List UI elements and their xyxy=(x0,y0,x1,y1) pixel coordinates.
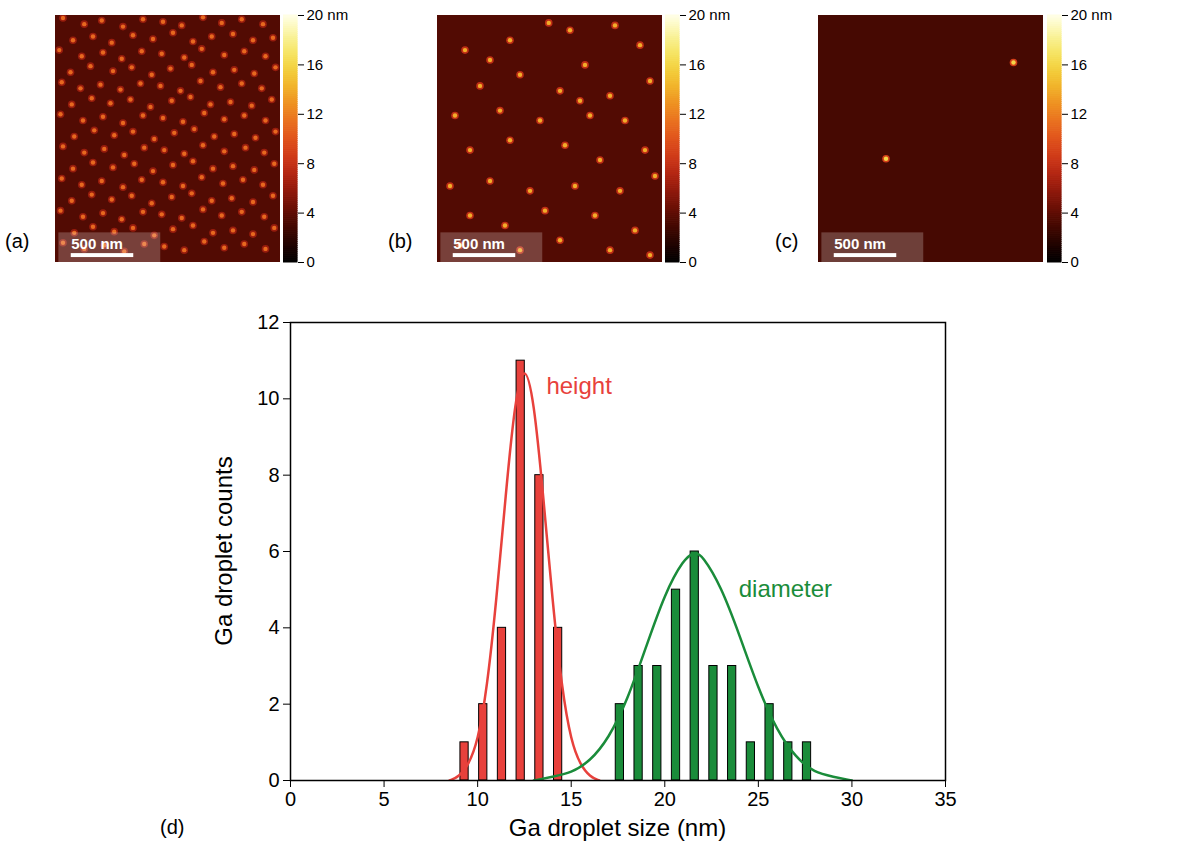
html-text:(d): (d) xyxy=(160,816,185,838)
svg-text:8: 8 xyxy=(1071,155,1079,172)
svg-text:500 nm: 500 nm xyxy=(453,235,505,252)
html-text:Ga droplet size (nm): Ga droplet size (nm) xyxy=(508,814,727,841)
html-text:Ga droplet counts: Ga droplet counts xyxy=(210,456,237,646)
html-text:(a): (a) xyxy=(5,230,30,252)
svg-text:20: 20 xyxy=(654,788,676,810)
svg-text:16: 16 xyxy=(1071,56,1088,73)
svg-text:height: height xyxy=(546,372,612,399)
svg-text:16: 16 xyxy=(689,56,706,73)
svg-text:4: 4 xyxy=(268,616,279,638)
svg-text:0: 0 xyxy=(307,253,315,270)
svg-text:10: 10 xyxy=(467,788,489,810)
svg-text:4: 4 xyxy=(689,204,697,221)
svg-text:16: 16 xyxy=(307,56,324,73)
svg-text:20 nm: 20 nm xyxy=(689,7,731,23)
svg-text:15: 15 xyxy=(560,788,582,810)
svg-text:25: 25 xyxy=(747,788,769,810)
svg-text:12: 12 xyxy=(689,105,706,122)
svg-text:diameter: diameter xyxy=(739,575,832,602)
svg-text:8: 8 xyxy=(689,155,697,172)
svg-text:0: 0 xyxy=(1071,253,1079,270)
svg-text:0: 0 xyxy=(689,253,697,270)
svg-text:20 nm: 20 nm xyxy=(307,7,349,23)
svg-text:12: 12 xyxy=(257,311,279,333)
html-text:(c): (c) xyxy=(775,230,799,252)
svg-text:2: 2 xyxy=(268,693,279,715)
svg-text:12: 12 xyxy=(307,105,324,122)
svg-text:30: 30 xyxy=(841,788,863,810)
svg-text:5: 5 xyxy=(379,788,390,810)
svg-text:500 nm: 500 nm xyxy=(71,235,123,252)
svg-text:6: 6 xyxy=(268,540,279,562)
svg-text:12: 12 xyxy=(1071,105,1088,122)
svg-text:4: 4 xyxy=(1071,204,1079,221)
svg-text:0: 0 xyxy=(268,769,279,791)
svg-text:35: 35 xyxy=(934,788,956,810)
svg-text:8: 8 xyxy=(268,464,279,486)
svg-text:8: 8 xyxy=(307,155,315,172)
html-text:(b): (b) xyxy=(388,230,413,252)
svg-text:0: 0 xyxy=(285,788,296,810)
svg-text:500 nm: 500 nm xyxy=(834,235,886,252)
svg-text:4: 4 xyxy=(307,204,315,221)
svg-text:20 nm: 20 nm xyxy=(1071,7,1113,23)
svg-text:10: 10 xyxy=(257,387,279,409)
